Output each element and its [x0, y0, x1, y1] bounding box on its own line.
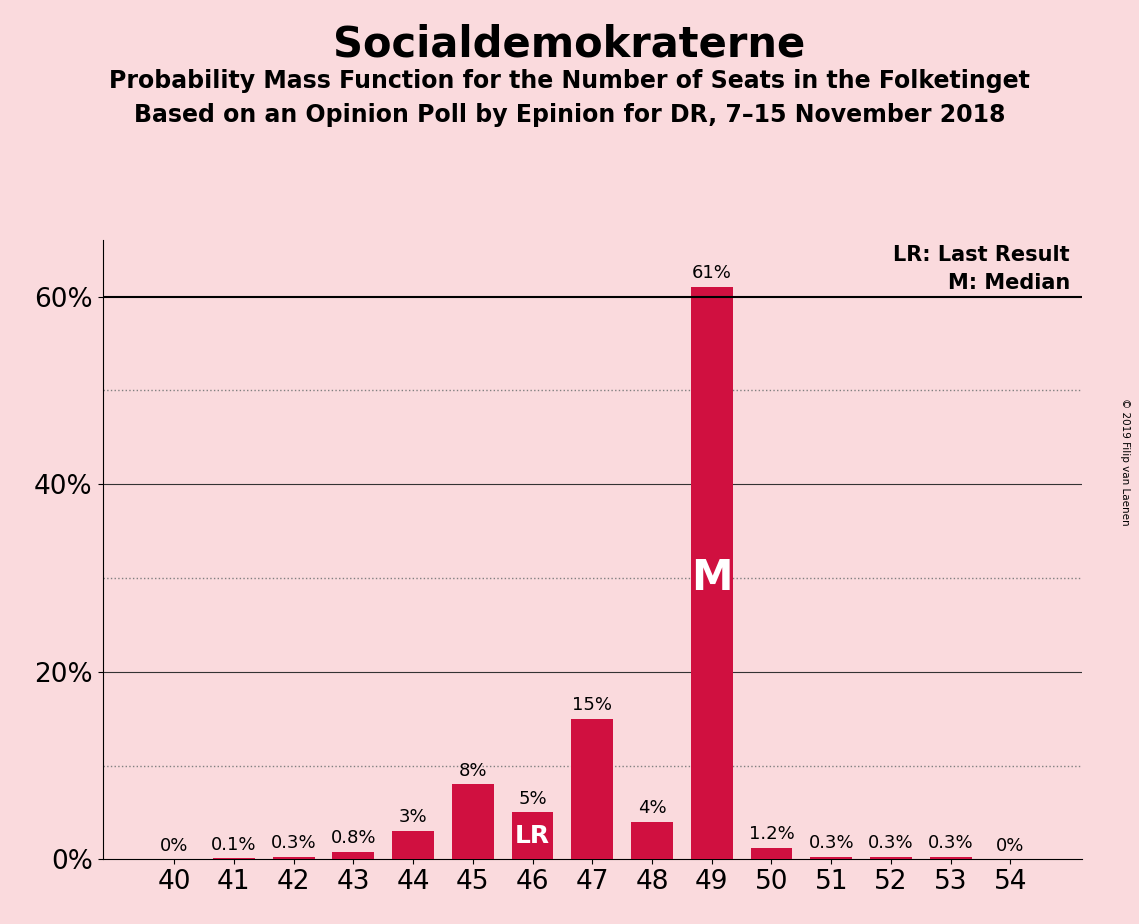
Bar	[631, 821, 673, 859]
Bar	[572, 719, 613, 859]
Text: 0%: 0%	[997, 836, 1025, 855]
Bar	[810, 857, 852, 859]
Text: Probability Mass Function for the Number of Seats in the Folketinget: Probability Mass Function for the Number…	[109, 69, 1030, 93]
Text: 1.2%: 1.2%	[748, 825, 794, 844]
Bar	[511, 812, 554, 859]
Text: 4%: 4%	[638, 799, 666, 817]
Text: Based on an Opinion Poll by Epinion for DR, 7–15 November 2018: Based on an Opinion Poll by Epinion for …	[133, 103, 1006, 128]
Text: LR: Last Result: LR: Last Result	[893, 245, 1071, 265]
Bar	[929, 857, 972, 859]
Text: Socialdemokraterne: Socialdemokraterne	[334, 23, 805, 65]
Text: M: Median: M: Median	[948, 274, 1071, 293]
Bar	[333, 852, 375, 859]
Text: 3%: 3%	[399, 808, 427, 826]
Text: 15%: 15%	[572, 696, 613, 714]
Text: 8%: 8%	[459, 761, 487, 780]
Bar	[213, 858, 255, 859]
Text: M: M	[691, 557, 732, 599]
Text: 5%: 5%	[518, 790, 547, 808]
Bar	[870, 857, 912, 859]
Text: 0.3%: 0.3%	[868, 833, 913, 852]
Bar	[272, 857, 314, 859]
Text: 61%: 61%	[691, 263, 731, 282]
Text: 0.3%: 0.3%	[809, 833, 854, 852]
Text: 0.3%: 0.3%	[928, 833, 974, 852]
Text: 0%: 0%	[159, 836, 188, 855]
Text: 0.8%: 0.8%	[330, 829, 376, 847]
Text: © 2019 Filip van Laenen: © 2019 Filip van Laenen	[1120, 398, 1130, 526]
Bar	[452, 784, 493, 859]
Text: LR: LR	[515, 824, 550, 848]
Bar	[751, 848, 793, 859]
Text: 0.3%: 0.3%	[271, 833, 317, 852]
Bar	[392, 832, 434, 859]
Text: 0.1%: 0.1%	[211, 835, 256, 854]
Bar	[691, 287, 732, 859]
